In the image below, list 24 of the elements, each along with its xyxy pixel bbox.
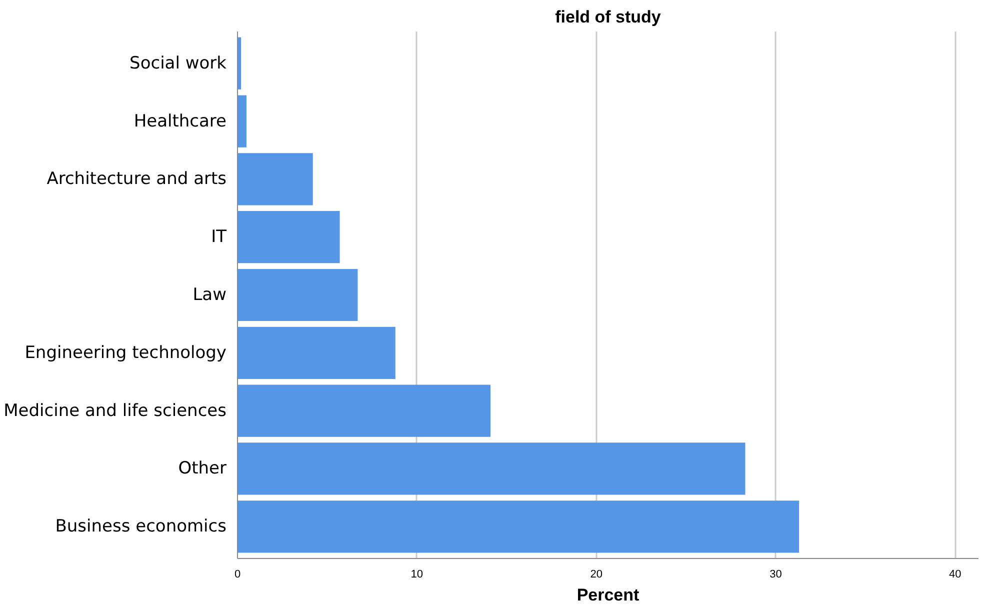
bar bbox=[238, 326, 396, 379]
y-tick-label: Other bbox=[178, 458, 227, 479]
y-tick-label: Architecture and arts bbox=[46, 169, 227, 190]
y-tick-label: Medicine and life sciences bbox=[4, 400, 227, 421]
y-tick-label: Law bbox=[192, 285, 227, 305]
bar bbox=[238, 500, 800, 553]
x-tick-label: 10 bbox=[410, 568, 424, 580]
y-tick-label: Healthcare bbox=[134, 111, 227, 132]
y-tick-label: Social work bbox=[130, 53, 227, 74]
x-tick-label: 30 bbox=[770, 568, 782, 580]
bar bbox=[238, 95, 246, 148]
x-tick-label: 20 bbox=[590, 568, 602, 580]
chart-title: field of study bbox=[555, 8, 662, 26]
bar bbox=[238, 153, 313, 206]
bar bbox=[238, 442, 746, 495]
x-tick-label: 0 bbox=[234, 568, 241, 580]
bar bbox=[238, 211, 340, 264]
y-tick-label: Engineering technology bbox=[24, 342, 227, 363]
y-tick-label: IT bbox=[211, 227, 228, 248]
y-tick-label: Business economics bbox=[55, 516, 227, 537]
bar bbox=[238, 268, 358, 322]
x-axis-title: Percent bbox=[576, 586, 640, 604]
x-tick-label: 40 bbox=[949, 568, 962, 580]
bar bbox=[238, 384, 490, 437]
